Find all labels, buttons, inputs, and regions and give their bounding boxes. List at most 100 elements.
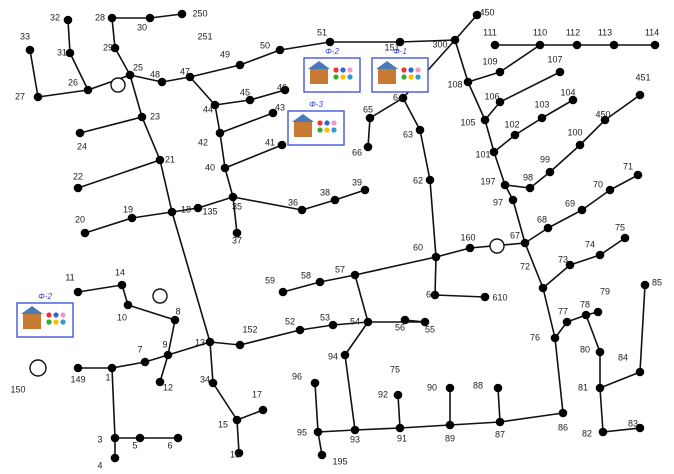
bus-label: 99 bbox=[540, 154, 550, 164]
bus-label: 19 bbox=[123, 204, 133, 214]
bus-label: 95 bbox=[297, 427, 307, 437]
line-segment bbox=[87, 74, 131, 91]
line-segment bbox=[127, 304, 176, 321]
line-segment bbox=[579, 119, 606, 146]
bus-label: 83 bbox=[628, 418, 638, 428]
bus bbox=[633, 170, 643, 180]
roof bbox=[21, 306, 43, 314]
bus bbox=[83, 85, 93, 95]
bus-label: 450 bbox=[479, 7, 494, 17]
bus bbox=[313, 427, 323, 437]
bus bbox=[80, 228, 90, 238]
bus bbox=[500, 180, 510, 190]
line-segment bbox=[467, 71, 501, 83]
bus bbox=[63, 15, 73, 25]
bus-label: 71 bbox=[623, 161, 633, 171]
bus bbox=[173, 433, 183, 443]
bus bbox=[65, 48, 75, 58]
bus bbox=[635, 423, 645, 433]
bus-label: 59 bbox=[265, 275, 275, 285]
line-segment bbox=[167, 341, 211, 356]
bus-label: 30 bbox=[137, 22, 147, 32]
pv-dot bbox=[324, 120, 330, 126]
line-segment bbox=[236, 409, 264, 421]
bus-label: 66 bbox=[352, 147, 362, 157]
bus bbox=[489, 147, 499, 157]
bus-label: 135 bbox=[202, 206, 217, 216]
bus-label: 55 bbox=[425, 324, 435, 334]
bus-label: 31 bbox=[57, 47, 67, 57]
line-segment bbox=[317, 429, 356, 433]
pv-dot bbox=[347, 74, 353, 80]
bus-label: 18 bbox=[181, 204, 191, 214]
bus bbox=[363, 142, 373, 152]
bus-label: 113 bbox=[598, 27, 612, 37]
bus bbox=[278, 287, 288, 297]
bus-label: 47 bbox=[180, 66, 190, 76]
bus bbox=[393, 390, 403, 400]
line-segment bbox=[299, 324, 334, 331]
bus-label: 75 bbox=[615, 222, 625, 232]
bus-label: 25 bbox=[133, 62, 143, 72]
line-segment bbox=[232, 196, 238, 234]
line-segment bbox=[354, 274, 369, 323]
bus-label: 78 bbox=[580, 299, 590, 309]
bus bbox=[235, 340, 245, 350]
line-segment bbox=[282, 281, 321, 293]
pv-dot bbox=[408, 74, 414, 80]
bus-label: 70 bbox=[593, 179, 603, 189]
bus-label: 61 bbox=[426, 289, 436, 299]
bus-label: 75 bbox=[390, 364, 400, 374]
bus-label: 63 bbox=[403, 129, 413, 139]
bus-label: 60 bbox=[413, 242, 423, 252]
house bbox=[23, 313, 41, 329]
line-segment bbox=[189, 64, 241, 78]
line-segment bbox=[434, 294, 486, 298]
line-segment bbox=[69, 52, 89, 91]
bus bbox=[431, 252, 441, 262]
line-segment bbox=[219, 132, 226, 169]
bus-label: 73 bbox=[558, 254, 568, 264]
bus bbox=[234, 448, 244, 458]
pv-dot bbox=[46, 319, 52, 325]
bus bbox=[575, 140, 585, 150]
bus-label: 109 bbox=[482, 56, 497, 66]
bus bbox=[593, 307, 603, 317]
bus-label: 11 bbox=[65, 272, 74, 282]
bus-label: 26 bbox=[68, 77, 78, 87]
bus-label: 54 bbox=[350, 316, 360, 326]
line-segment bbox=[585, 314, 601, 353]
bus bbox=[490, 40, 500, 50]
bus-label: 197 bbox=[480, 176, 495, 186]
line-segment bbox=[111, 361, 146, 369]
roof bbox=[292, 114, 314, 122]
pv-dot bbox=[401, 74, 407, 80]
pv-phase: Φ-3 bbox=[309, 100, 323, 109]
line-segment bbox=[239, 329, 301, 346]
bus-label: 33 bbox=[20, 31, 30, 41]
bus bbox=[170, 315, 180, 325]
bus bbox=[650, 40, 660, 50]
bus bbox=[420, 317, 430, 327]
bus-label: 64 bbox=[393, 92, 403, 102]
bus bbox=[640, 280, 650, 290]
bus bbox=[360, 185, 370, 195]
bus bbox=[258, 405, 268, 415]
bus-label: 12 bbox=[163, 382, 173, 392]
line-segment bbox=[301, 199, 336, 211]
bus-label: 250 bbox=[192, 8, 207, 18]
line-segment bbox=[524, 227, 549, 244]
bus bbox=[177, 9, 187, 19]
line-segment bbox=[159, 159, 173, 213]
bus-label: 7 bbox=[137, 344, 142, 354]
bus bbox=[520, 238, 530, 248]
bus-label: 20 bbox=[75, 214, 85, 224]
bus-label: 62 bbox=[413, 175, 423, 185]
bus-label: 251 bbox=[197, 31, 212, 41]
bus bbox=[155, 155, 165, 165]
bus-label: 14 bbox=[115, 267, 125, 277]
bus-label: 151 bbox=[384, 42, 399, 52]
bus-label: 49 bbox=[220, 49, 230, 59]
